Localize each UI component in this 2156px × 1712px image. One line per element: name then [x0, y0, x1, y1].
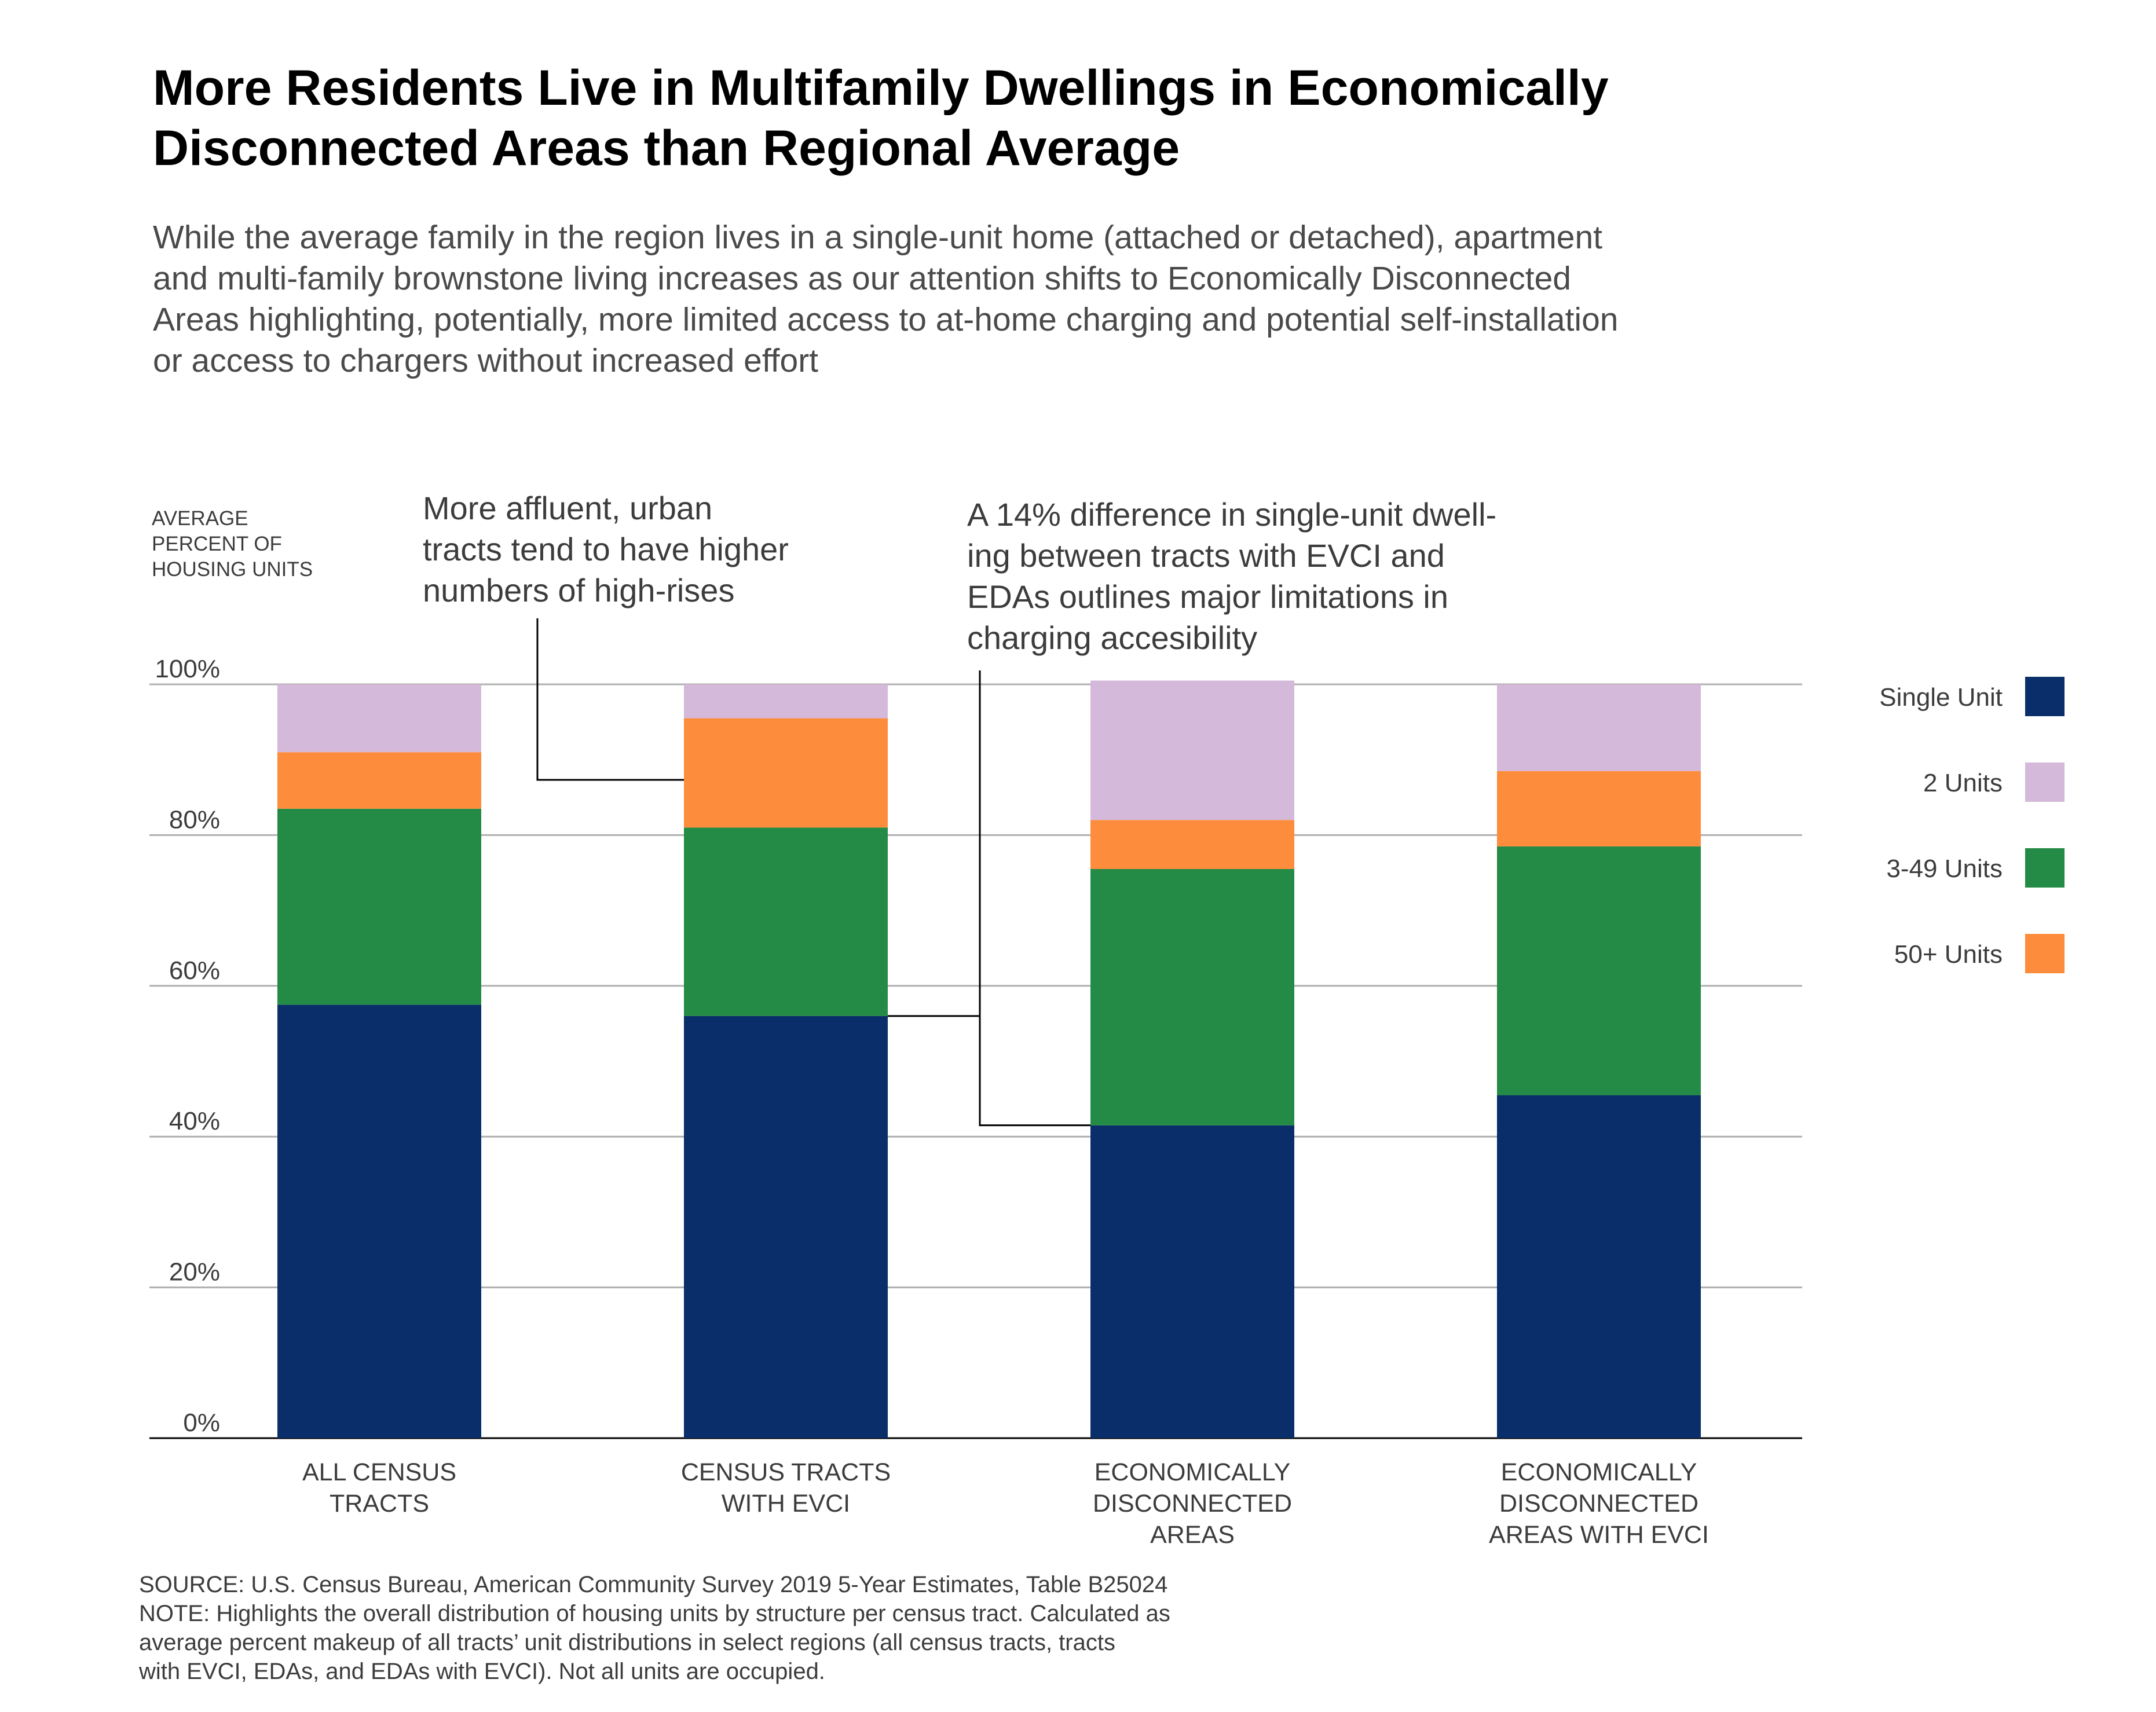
y-tick-label: 20%: [169, 1258, 220, 1286]
y-tick-label: 60%: [169, 956, 220, 985]
chart-subtitle-line-4: or access to chargers without increased …: [153, 342, 819, 379]
bar-segment-3-49-units: [277, 808, 481, 1005]
bar-segment-single-unit: [1090, 1125, 1294, 1438]
x-category-label: ALL CENSUS: [302, 1458, 456, 1486]
source-note-line-1: SOURCE: U.S. Census Bureau, American Com…: [139, 1572, 1168, 1597]
annotation-text: ing between tracts with EVCI and: [967, 537, 1445, 574]
x-category-label: ECONOMICALLY: [1501, 1458, 1697, 1486]
chart-subtitle-line-1: While the average family in the region l…: [153, 219, 1603, 256]
y-axis-label-line: HOUSING UNITS: [152, 558, 313, 581]
bar-segment-50-units: [1090, 820, 1294, 869]
y-tick-label: 100%: [155, 655, 220, 683]
annotations: More affluent, urban tracts tend to have …: [423, 490, 1496, 1127]
y-tick-label: 0%: [183, 1409, 220, 1437]
y-axis-label: AVERAGE PERCENT OF HOUSING UNITS: [152, 507, 313, 581]
legend-swatch: [2025, 934, 2065, 973]
annotation-text: charging accesibility: [967, 619, 1257, 656]
chart-subtitle-line-3: Areas highlighting, potentially, more li…: [153, 301, 1619, 338]
bar-segment-2-units: [684, 684, 888, 718]
bar-segment-single-unit: [1497, 1095, 1701, 1438]
bars: [277, 680, 1701, 1438]
chart-subtitle-line-2: and multi-family brownstone living incre…: [153, 260, 1571, 297]
bar-segment-50-units: [1497, 771, 1701, 846]
legend-label: 2 Units: [1923, 769, 2003, 797]
bar-segment-single-unit: [277, 1005, 481, 1438]
chart-title: More Residents Live in Multifamily Dwell…: [153, 58, 1890, 178]
annotation-text: numbers of high-rises: [423, 572, 734, 608]
bar-segment-3-49-units: [1090, 868, 1294, 1126]
bar-segment-2-units: [1497, 684, 1701, 771]
x-category-label: AREAS WITH EVCI: [1489, 1521, 1709, 1549]
x-category-label: DISCONNECTED: [1093, 1490, 1292, 1517]
source-note: SOURCE: U.S. Census Bureau, American Com…: [139, 1570, 1529, 1686]
bar-segment-50-units: [684, 718, 888, 828]
legend-label: Single Unit: [1879, 683, 2003, 712]
x-category-label: AREAS: [1150, 1521, 1235, 1549]
y-axis-label-line: AVERAGE: [152, 507, 248, 530]
legend: Single Unit 2 Units 3-49 Units 50+ Units: [1879, 677, 2065, 973]
x-axis-category-labels: ALL CENSUS TRACTS CENSUS TRACTS WITH EVCI EC…: [302, 1458, 1709, 1549]
bar-segment-3-49-units: [1497, 846, 1701, 1095]
y-axis-label-line: PERCENT OF: [152, 533, 282, 555]
bar-segment-50-units: [277, 752, 481, 809]
source-note-line-3: average percent makeup of all tracts’ un…: [139, 1630, 1115, 1655]
annotation-text: A 14% difference in single-unit dwell-: [967, 496, 1496, 533]
annotation-text: EDAs outlines major limitations in: [967, 578, 1448, 615]
legend-swatch: [2025, 677, 2065, 716]
bar-segment-2-units: [277, 684, 481, 753]
annotation-text: tracts tend to have higher: [423, 531, 789, 567]
legend-swatch: [2025, 848, 2065, 888]
annotation-leader-line: [536, 618, 684, 781]
bar-segment-3-49-units: [684, 827, 888, 1016]
x-category-label: TRACTS: [330, 1490, 429, 1517]
source-note-line-2: NOTE: Highlights the overall distributio…: [139, 1601, 1170, 1626]
legend-label: 50+ Units: [1894, 940, 2003, 969]
source-note-line-4: with EVCI, EDAs, and EDAs with EVCI). No…: [139, 1659, 825, 1684]
y-tick-label: 80%: [169, 805, 220, 834]
bar-segment-2-units: [1090, 680, 1294, 820]
y-axis-tick-labels: 0% 20% 40% 60% 80% 100%: [155, 655, 220, 1437]
legend-swatch: [2025, 762, 2065, 802]
legend-label: 3-49 Units: [1886, 855, 2003, 883]
stacked-bar-chart: 0% 20% 40% 60% 80% 100% AVERAGE PERCENT OF HOUS…: [149, 490, 2065, 1549]
x-category-label: WITH EVCI: [722, 1490, 850, 1517]
chart-title-line-1: More Residents Live in Multifamily Dwell…: [153, 60, 1609, 116]
annotation-text: More affluent, urban: [423, 490, 712, 526]
x-category-label: ECONOMICALLY: [1095, 1458, 1291, 1486]
x-category-label: DISCONNECTED: [1499, 1490, 1699, 1517]
x-category-label: CENSUS TRACTS: [681, 1458, 891, 1486]
bar-segment-single-unit: [684, 1016, 888, 1438]
annotation-leader-line: [888, 670, 981, 1017]
chart-subtitle: While the average family in the region l…: [153, 217, 1832, 382]
y-tick-label: 40%: [169, 1107, 220, 1135]
annotation-leader-line: [979, 1016, 1090, 1127]
chart-title-line-2: Disconnected Areas than Regional Average: [153, 120, 1180, 176]
